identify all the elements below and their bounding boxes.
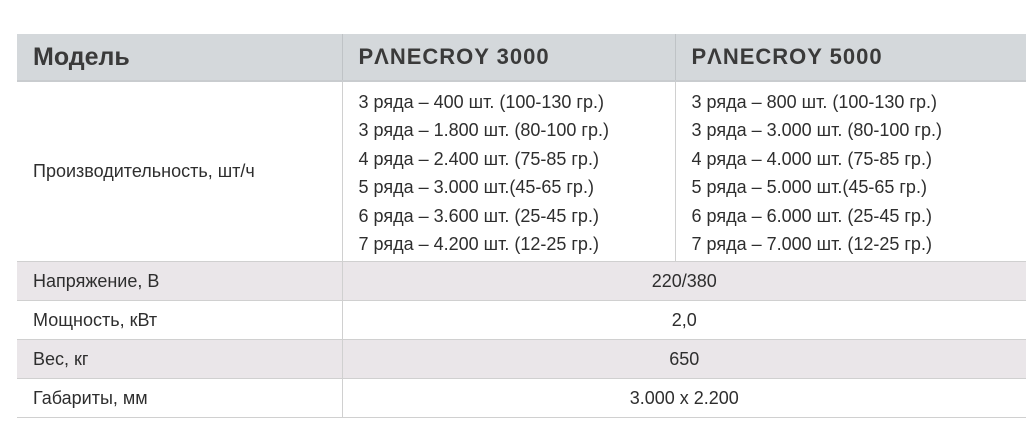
productivity-row: Производительность, шт/ч 3 ряда – 400 шт… xyxy=(17,81,1026,262)
spec-table: Модель PΛNECROY 3000 PΛNECROY 5000 Произ… xyxy=(17,34,1026,418)
model-header: Модель xyxy=(17,34,342,82)
power-value: 2,0 xyxy=(341,300,1026,340)
voltage-label: Напряжение, В xyxy=(17,261,342,301)
power-label: Мощность, кВт xyxy=(17,300,342,340)
model-5000-header: PΛNECROY 5000 xyxy=(674,34,1026,82)
productivity-3000: 3 ряда – 400 шт. (100-130 гр.) 3 ряда – … xyxy=(341,81,675,262)
voltage-value: 220/380 xyxy=(341,261,1026,301)
productivity-line: 5 ряда – 3.000 шт.(45-65 гр.) xyxy=(358,177,594,197)
productivity-line: 5 ряда – 5.000 шт.(45-65 гр.) xyxy=(691,177,927,197)
productivity-line: 6 ряда – 3.600 шт. (25-45 гр.) xyxy=(358,205,599,226)
productivity-5000: 3 ряда – 800 шт. (100-130 гр.) 3 ряда – … xyxy=(674,81,1026,262)
model-3000-header: PΛNECROY 3000 xyxy=(341,34,675,82)
productivity-line: 7 ряда – 7.000 шт. (12-25 гр.) xyxy=(691,234,932,254)
productivity-line: 4 ряда – 2.400 шт. (75-85 гр.) xyxy=(358,148,599,169)
productivity-label: Производительность, шт/ч xyxy=(17,81,342,262)
productivity-line: 4 ряда – 4.000 шт. (75-85 гр.) xyxy=(691,148,932,169)
weight-value: 650 xyxy=(341,339,1026,379)
dimensions-label: Габариты, мм xyxy=(17,378,342,418)
header-row: Модель PΛNECROY 3000 PΛNECROY 5000 xyxy=(17,34,1026,82)
dimensions-row: Габариты, мм 3.000 х 2.200 xyxy=(17,378,1026,418)
dimensions-value: 3.000 х 2.200 xyxy=(341,378,1026,418)
weight-row: Вес, кг 650 xyxy=(17,339,1026,379)
productivity-line: 3 ряда – 800 шт. (100-130 гр.) xyxy=(691,91,937,112)
voltage-row: Напряжение, В 220/380 xyxy=(17,261,1026,301)
productivity-line: 6 ряда – 6.000 шт. (25-45 гр.) xyxy=(691,205,932,226)
productivity-line: 3 ряда – 1.800 шт. (80-100 гр.) xyxy=(358,120,609,140)
weight-label: Вес, кг xyxy=(17,339,342,379)
productivity-line: 3 ряда – 3.000 шт. (80-100 гр.) xyxy=(691,120,942,140)
power-row: Мощность, кВт 2,0 xyxy=(17,300,1026,340)
productivity-line: 3 ряда – 400 шт. (100-130 гр.) xyxy=(358,91,604,112)
productivity-line: 7 ряда – 4.200 шт. (12-25 гр.) xyxy=(358,234,599,254)
